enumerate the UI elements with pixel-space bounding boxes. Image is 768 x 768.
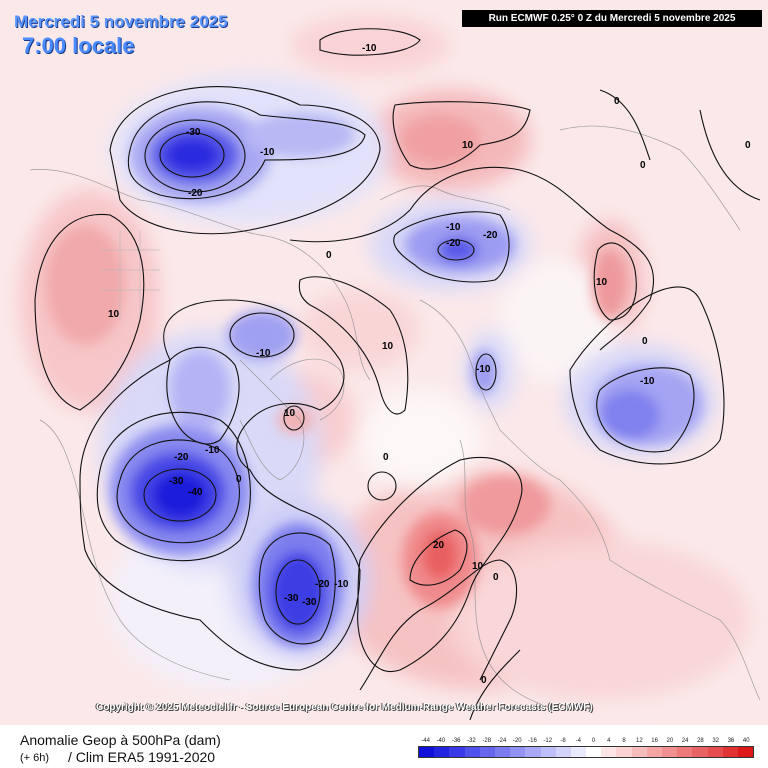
scale-tick-label: -44: [421, 738, 430, 744]
scale-tick-label: 12: [636, 738, 643, 744]
scale-tick-label: -8: [560, 738, 566, 744]
contour-label: -40: [188, 487, 203, 498]
contour-label: -10: [260, 147, 275, 158]
scale-tick-label: 40: [742, 738, 750, 744]
contour-label: 0: [642, 336, 648, 347]
contour-label: 10: [462, 140, 474, 151]
contour-labels: -30 -10 -20 -10 10 0 0 0 -10 -20 -20 10 …: [108, 43, 751, 686]
coastlines: [29, 125, 761, 711]
scale-tick-label: -24: [497, 738, 507, 744]
scale-tick-label: 16: [651, 738, 658, 744]
scale-tick-label: 32: [712, 738, 720, 744]
scale-swatch: [555, 747, 571, 757]
color-scale-bar: [418, 746, 754, 758]
scale-tick-label: 0: [591, 738, 596, 744]
scale-tick-label: -20: [512, 738, 522, 744]
contour-label: 0: [326, 250, 332, 261]
contour-label: -30: [302, 597, 317, 608]
scale-swatch: [464, 747, 480, 757]
contour-label: -20: [315, 579, 330, 590]
contour-label: -10: [334, 579, 349, 590]
parameter-label: Anomalie Geop à 500hPa (dam): [20, 732, 221, 748]
lead-time-label: (+ 6h): [20, 752, 50, 764]
scale-swatch: [662, 747, 678, 757]
scale-swatch: [646, 747, 662, 757]
contour-label: -20: [483, 230, 498, 241]
scale-swatch: [449, 747, 465, 757]
scale-swatch: [677, 747, 693, 757]
scale-swatch: [631, 747, 647, 757]
forecast-time: 7:00 locale: [22, 33, 135, 58]
contour-label: -20: [188, 188, 203, 199]
contour-label: 0: [745, 140, 751, 151]
contour-label: -30: [186, 127, 201, 138]
scale-tick-label: -16: [528, 738, 537, 744]
scale-swatch: [540, 747, 556, 757]
scale-swatch: [525, 747, 541, 757]
scale-tick-label: 4: [607, 738, 611, 744]
scale-swatch: [737, 747, 754, 757]
scale-swatch: [601, 747, 617, 757]
scale-tick-label: 24: [681, 738, 689, 744]
contour-label: -10: [476, 364, 491, 375]
scale-tick-label: -28: [482, 738, 492, 744]
scale-tick-label: 28: [697, 738, 704, 744]
contour-label: 10: [382, 341, 394, 352]
scale-tick-label: -40: [436, 738, 446, 744]
contour-label: 0: [614, 96, 620, 107]
scale-swatch: [616, 747, 632, 757]
contour-label: -10: [256, 348, 271, 359]
contour-label: 10: [284, 408, 296, 419]
color-scale-ticks: -44 -40 -36 -32 -28 -24 -20 -16 -12 -8 -4 0 4 8 12 16 20…: [418, 738, 754, 744]
contour-label: 0: [640, 160, 646, 171]
scale-swatch: [692, 747, 708, 757]
forecast-date: Mercredi 5 novembre 2025: [14, 12, 228, 31]
contour-label: -30: [169, 476, 184, 487]
contour-label: -30: [284, 593, 299, 604]
climatology-label: / Clim ERA5 1991-2020: [68, 749, 216, 765]
contour-label: 0: [383, 452, 389, 463]
scale-swatch: [494, 747, 511, 757]
contour-label: 10: [108, 309, 120, 320]
contour-lines: [34, 28, 761, 721]
run-info: Run ECMWF 0.25° 0 Z du Mercredi 5 novemb…: [462, 10, 762, 27]
contour-label: 0: [236, 474, 242, 485]
scale-tick-label: -4: [575, 738, 581, 744]
scale-swatch: [570, 747, 587, 757]
scale-tick-label: 20: [666, 738, 674, 744]
scale-tick-label: 36: [727, 738, 735, 744]
scale-swatch: [510, 747, 526, 757]
scale-swatch: [419, 747, 435, 757]
contour-label: -10: [205, 445, 220, 456]
scale-swatch: [586, 747, 602, 757]
contour-label: 10: [596, 277, 608, 288]
scale-tick-label: 8: [622, 738, 626, 744]
contour-label: 10: [472, 561, 484, 572]
contour-label: -20: [446, 238, 461, 249]
contour-label: 0: [493, 572, 499, 583]
color-scale: -44 -40 -36 -32 -28 -24 -20 -16 -12 -8 -4 0 4 8 12 16 20…: [418, 738, 754, 766]
scale-swatch: [722, 747, 738, 757]
scale-swatch: [707, 747, 723, 757]
contour-label: -10: [640, 376, 655, 387]
scale-swatch: [434, 747, 450, 757]
contour-label: -10: [362, 43, 377, 54]
contour-label: 20: [433, 540, 445, 551]
scale-tick-label: -32: [467, 738, 476, 744]
contour-label: -20: [174, 452, 189, 463]
contour-label: -10: [446, 222, 461, 233]
contour-label: 0: [481, 675, 487, 686]
copyright: Copyright © 2025 Meteociel.fr - Source E…: [96, 702, 593, 713]
scale-tick-label: -36: [451, 738, 461, 744]
scale-swatch: [479, 747, 495, 757]
scale-tick-label: -12: [543, 738, 553, 744]
